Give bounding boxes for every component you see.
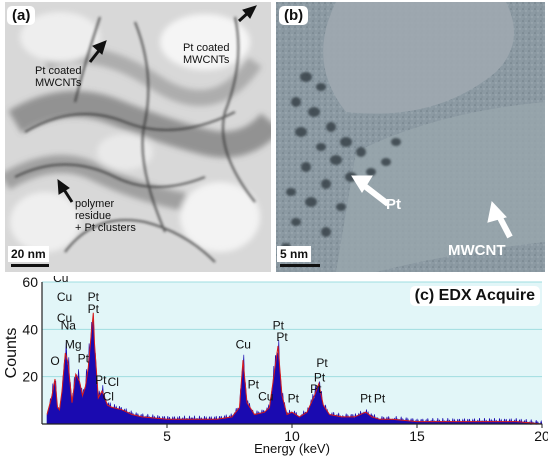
x-axis-label: Energy (keV)	[254, 441, 330, 456]
annotation-pt: Pt	[386, 199, 401, 211]
peak-label: Pt	[360, 392, 372, 406]
peak-label: Pt	[316, 356, 328, 370]
y-axis-label: Counts	[3, 328, 20, 379]
arrow-layer-b	[276, 2, 545, 272]
peak-label: Cu	[57, 290, 72, 304]
scale-bar-b	[280, 264, 320, 267]
peak-label: Cl	[103, 389, 114, 403]
annotation-mwcnt: MWCNT	[448, 245, 505, 257]
peak-label: Cu	[258, 389, 273, 403]
scale-bar-a	[11, 264, 49, 267]
peak-label: Cl	[108, 375, 119, 389]
peak-label: Mg	[65, 337, 82, 351]
peak-label: Pt	[374, 392, 386, 406]
peak-label: Pt	[310, 382, 322, 396]
y-tick-label: 20	[22, 369, 38, 385]
edx-spectrum-panel: Cu Cu Cu Na Pt Pt O Mg Pt Pt Cl Cl Cu Pt Pt Pt Cu Pt Pt Pt P…	[2, 276, 548, 457]
peak-label: Pt	[88, 302, 100, 316]
scale-bar-label-b: 5 nm	[277, 246, 311, 262]
x-tick-label: 5	[163, 428, 171, 444]
arrow-icon	[93, 41, 106, 54]
hrtem-image-panel-b: (b) Pt MWCNT 5 nm	[276, 2, 545, 272]
peak-label: Pt	[276, 330, 288, 344]
peak-label: Cu	[53, 276, 68, 285]
peak-label: O	[50, 354, 59, 368]
peak-label: Pt	[78, 351, 90, 365]
y-tick-label: 40	[22, 321, 38, 337]
x-tick-label: 15	[409, 428, 425, 444]
tem-image-panel-a: (a) Pt coated MWCNTs Pt coated MWCNTs po…	[5, 2, 271, 272]
y-tick-label: 60	[22, 276, 38, 290]
arrow-icon	[58, 180, 69, 194]
peak-label: Cu	[236, 337, 251, 351]
peak-label: Pt	[288, 392, 300, 406]
x-tick-label: 20	[534, 428, 548, 444]
arrow-layer-a	[5, 2, 271, 272]
chart-title: (c) EDX Acquire	[410, 286, 540, 306]
peak-label: Na	[61, 318, 77, 332]
scale-bar-label-a: 20 nm	[8, 246, 49, 262]
peak-label: Pt	[95, 373, 107, 387]
